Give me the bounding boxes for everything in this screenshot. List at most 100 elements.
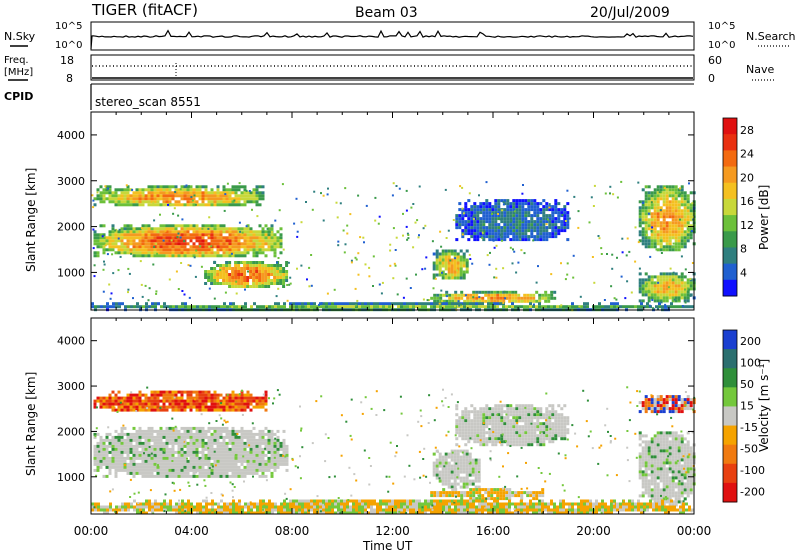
echo-cell — [659, 224, 663, 228]
echo-cell — [261, 279, 265, 282]
echo-cell — [168, 468, 172, 472]
echo-cell — [674, 227, 678, 231]
echo-cell — [548, 220, 552, 224]
echo-cell — [662, 275, 666, 279]
echo-cell — [476, 211, 480, 215]
echo-cell — [174, 188, 178, 192]
echo-cell — [488, 410, 492, 414]
echo-cell — [237, 194, 241, 198]
echo-cell — [689, 236, 693, 240]
echo-cell — [683, 284, 687, 288]
echo-cell — [93, 459, 97, 463]
echo-cell — [225, 396, 229, 400]
echo-cell — [108, 230, 112, 234]
echo-cell — [346, 302, 349, 306]
echo-cell — [189, 264, 192, 267]
echo-cell — [665, 188, 669, 192]
echo-cell — [177, 239, 181, 243]
echo-cell — [147, 432, 151, 436]
echo-cell — [279, 251, 283, 255]
echo-cell — [441, 482, 445, 486]
echo-cell — [646, 302, 649, 306]
echo-cell — [548, 217, 552, 221]
echo-cell — [237, 408, 241, 412]
echo-cell — [171, 239, 175, 243]
echo-cell — [174, 471, 178, 475]
echo-cell — [183, 233, 187, 237]
echo-cell — [111, 248, 115, 252]
echo-cell — [476, 437, 480, 441]
echo-cell — [677, 248, 681, 252]
echo-cell — [159, 459, 163, 463]
echo-cell — [249, 239, 253, 243]
echo-cell — [141, 233, 145, 237]
echo-cell — [183, 191, 187, 195]
echo-cell — [545, 217, 549, 221]
echo-cell — [394, 249, 397, 251]
echo-cell — [270, 239, 274, 243]
echo-cell — [440, 289, 443, 292]
echo-cell — [117, 459, 121, 463]
echo-cell — [150, 390, 154, 394]
echo-cell — [222, 248, 226, 252]
echo-cell — [471, 479, 475, 483]
echo-cell — [228, 261, 232, 264]
echo-cell — [554, 199, 558, 203]
echo-cell — [453, 258, 457, 262]
echo-cell — [683, 203, 687, 207]
echo-cell — [524, 202, 528, 206]
echo-cell — [96, 459, 100, 463]
echo-cell — [493, 293, 497, 297]
echo-cell — [195, 251, 199, 255]
echo-cell — [198, 393, 202, 397]
echo-cell — [186, 471, 190, 475]
echo-cell — [536, 208, 540, 212]
echo-cell — [246, 191, 250, 195]
echo-cell — [494, 419, 498, 423]
echo-cell — [225, 408, 229, 412]
echo-cell — [207, 390, 211, 394]
echo-cell — [479, 434, 483, 438]
echo-cell — [282, 282, 286, 285]
echo-cell — [497, 217, 501, 221]
echo-cell — [105, 236, 109, 240]
echo-cell — [512, 425, 516, 429]
echo-cell — [683, 212, 687, 216]
echo-cell — [499, 218, 502, 221]
echo-cell — [430, 302, 433, 306]
echo-cell — [270, 471, 274, 475]
echo-cell — [258, 203, 262, 207]
echo-cell — [231, 447, 235, 451]
echo-cell — [150, 432, 154, 436]
echo-cell — [406, 305, 409, 309]
echo-cell — [586, 305, 589, 309]
echo-cell — [150, 405, 154, 409]
echo-cell — [494, 416, 498, 420]
echo-cell — [650, 227, 654, 231]
echo-cell — [647, 194, 651, 198]
echo-cell — [108, 393, 112, 397]
echo-cell — [509, 211, 513, 215]
echo-cell — [451, 296, 455, 300]
cpid-panel: CPID stereo_scan 8551 — [4, 83, 694, 110]
echo-cell — [400, 305, 403, 309]
echo-cell — [213, 191, 217, 195]
echo-cell — [533, 211, 537, 215]
echo-cell — [174, 441, 178, 445]
echo-cell — [450, 252, 454, 256]
echo-cell — [258, 474, 262, 478]
echo-cell — [204, 456, 208, 460]
echo-cell — [123, 459, 127, 463]
echo-cell — [491, 211, 495, 215]
echo-cell — [464, 410, 468, 414]
echo-cell — [191, 199, 194, 202]
echo-cell — [249, 227, 253, 231]
echo-cell — [150, 444, 154, 448]
echo-cell — [677, 275, 681, 279]
echo-cell — [538, 293, 542, 297]
echo-cell — [551, 214, 555, 218]
echo-cell — [231, 230, 235, 234]
echo-cell — [231, 393, 235, 397]
echo-cell — [189, 236, 193, 240]
echo-cell — [132, 447, 136, 451]
